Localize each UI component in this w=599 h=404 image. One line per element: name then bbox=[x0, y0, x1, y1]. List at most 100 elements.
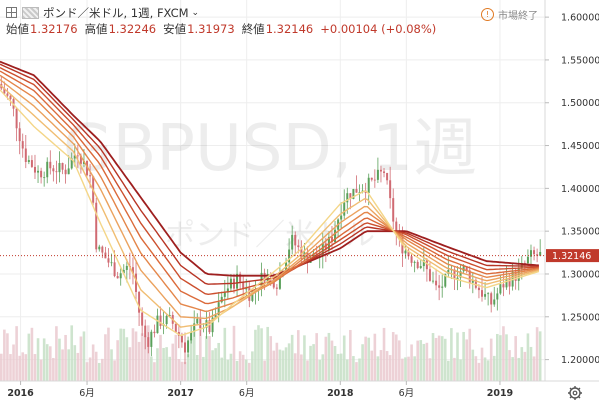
ribbon-ma-line bbox=[0, 74, 540, 313]
candle-body bbox=[343, 202, 346, 216]
y-tick-label: 1.50000 bbox=[561, 98, 599, 109]
candle-body bbox=[18, 128, 21, 142]
volume-bar bbox=[0, 353, 3, 381]
y-axis[interactable]: 1.20000 1.25000 1.30000 1.35000 1.40000 1.450… bbox=[545, 13, 599, 366]
volume-bar bbox=[116, 340, 119, 381]
x-axis[interactable]: 2016 6月 2017 6月 2018 6月 2019 bbox=[7, 381, 513, 399]
volume-bar bbox=[511, 357, 514, 381]
candle-body bbox=[150, 331, 153, 347]
candle-body bbox=[407, 250, 410, 257]
volume-bar bbox=[186, 354, 190, 381]
volume-bar bbox=[55, 326, 58, 381]
volume-bar bbox=[88, 357, 92, 381]
candle-body bbox=[76, 155, 79, 157]
volume-bar bbox=[122, 328, 126, 381]
volume-bar bbox=[367, 337, 371, 381]
expand-icon[interactable] bbox=[6, 7, 17, 18]
low-value: 1.31973 bbox=[187, 22, 235, 36]
candle-body bbox=[297, 245, 300, 248]
plot-background bbox=[0, 0, 545, 381]
candle-body bbox=[40, 170, 43, 178]
candle-body bbox=[278, 275, 281, 289]
volume-bar bbox=[91, 344, 95, 381]
candle-body bbox=[245, 287, 248, 290]
candle-body bbox=[217, 302, 220, 316]
candle-body bbox=[312, 253, 315, 259]
y-tick-label: 1.60000 bbox=[561, 13, 599, 24]
candle-body bbox=[349, 193, 352, 199]
candle-body bbox=[107, 258, 110, 263]
chevron-down-icon[interactable]: ⌄ bbox=[191, 7, 200, 18]
volume-bar bbox=[281, 350, 285, 381]
ribbon-ma-line bbox=[0, 89, 540, 337]
volume-bar bbox=[229, 353, 233, 381]
candle-body bbox=[211, 317, 214, 333]
volume-bar bbox=[85, 362, 89, 381]
volume-bar bbox=[263, 360, 266, 381]
volume-bar bbox=[18, 355, 21, 381]
candle-body bbox=[358, 192, 361, 193]
volume-bar bbox=[45, 344, 49, 381]
y-tick-label: 1.30000 bbox=[561, 269, 599, 280]
volume-bar bbox=[272, 350, 276, 381]
candle-body bbox=[193, 323, 196, 332]
legend-header: ポンド／米ドル, 1週, FXCM ⌄ 始値 1.32176 高値 1.3224… bbox=[6, 4, 443, 37]
volume-bar bbox=[171, 343, 175, 381]
symbol-title[interactable]: ポンド／米ドル, 1週, FXCM bbox=[43, 5, 189, 20]
volume-bar bbox=[489, 338, 493, 381]
currency-flag-icon bbox=[22, 6, 39, 19]
volume-bar bbox=[284, 347, 288, 381]
volume-bar bbox=[422, 343, 426, 381]
volume-bar bbox=[64, 334, 67, 381]
volume-bar bbox=[391, 332, 395, 381]
y-tick-label: 1.20000 bbox=[561, 355, 599, 366]
candle-body bbox=[153, 331, 156, 334]
candle-body bbox=[432, 280, 435, 282]
volume-bar bbox=[241, 354, 245, 381]
volume-bar bbox=[535, 327, 539, 381]
volume-bar bbox=[459, 359, 462, 381]
volume-bar bbox=[376, 356, 380, 381]
volume-bar bbox=[251, 351, 254, 381]
ribbon-ma-line bbox=[0, 66, 539, 296]
volume-bar bbox=[82, 331, 86, 381]
volume-bar bbox=[275, 342, 279, 381]
candle-body bbox=[459, 271, 462, 278]
candle-body bbox=[490, 293, 493, 305]
y-tick-label: 1.45000 bbox=[561, 141, 599, 152]
candle-body bbox=[208, 320, 211, 333]
volume-bar bbox=[199, 326, 202, 381]
volume-bar bbox=[431, 333, 435, 381]
candle-body bbox=[79, 155, 82, 164]
volume-bar bbox=[499, 335, 502, 381]
ribbon-ma-line bbox=[0, 63, 539, 285]
high-label: 高値 bbox=[84, 22, 108, 36]
candle-body bbox=[468, 270, 471, 283]
volume-bar bbox=[110, 349, 113, 381]
volume-bar bbox=[52, 357, 55, 381]
volume-bar bbox=[502, 326, 505, 381]
volume-bar bbox=[364, 336, 367, 381]
candle-body bbox=[110, 262, 113, 264]
close-value: 1.32146 bbox=[265, 22, 314, 36]
candle-body bbox=[141, 312, 144, 326]
candle-body bbox=[444, 273, 447, 287]
candle-body bbox=[174, 323, 177, 332]
candle-body bbox=[159, 315, 162, 326]
candle-body bbox=[303, 252, 306, 259]
market-status[interactable]: ! 市場終了 bbox=[481, 7, 538, 22]
volume-bar bbox=[153, 362, 156, 381]
candle-body bbox=[373, 179, 376, 181]
volume-bar bbox=[232, 325, 236, 381]
candle-body bbox=[294, 234, 297, 246]
volume-bar bbox=[73, 345, 77, 381]
volume-bar bbox=[202, 356, 205, 381]
volume-bar bbox=[538, 331, 542, 381]
volume-bar bbox=[394, 334, 398, 381]
candle-body bbox=[340, 215, 343, 220]
volume-bar bbox=[410, 344, 413, 381]
settings-gear-icon[interactable] bbox=[568, 386, 582, 400]
volume-bar bbox=[505, 334, 508, 381]
y-tick-label: 1.40000 bbox=[561, 184, 599, 195]
